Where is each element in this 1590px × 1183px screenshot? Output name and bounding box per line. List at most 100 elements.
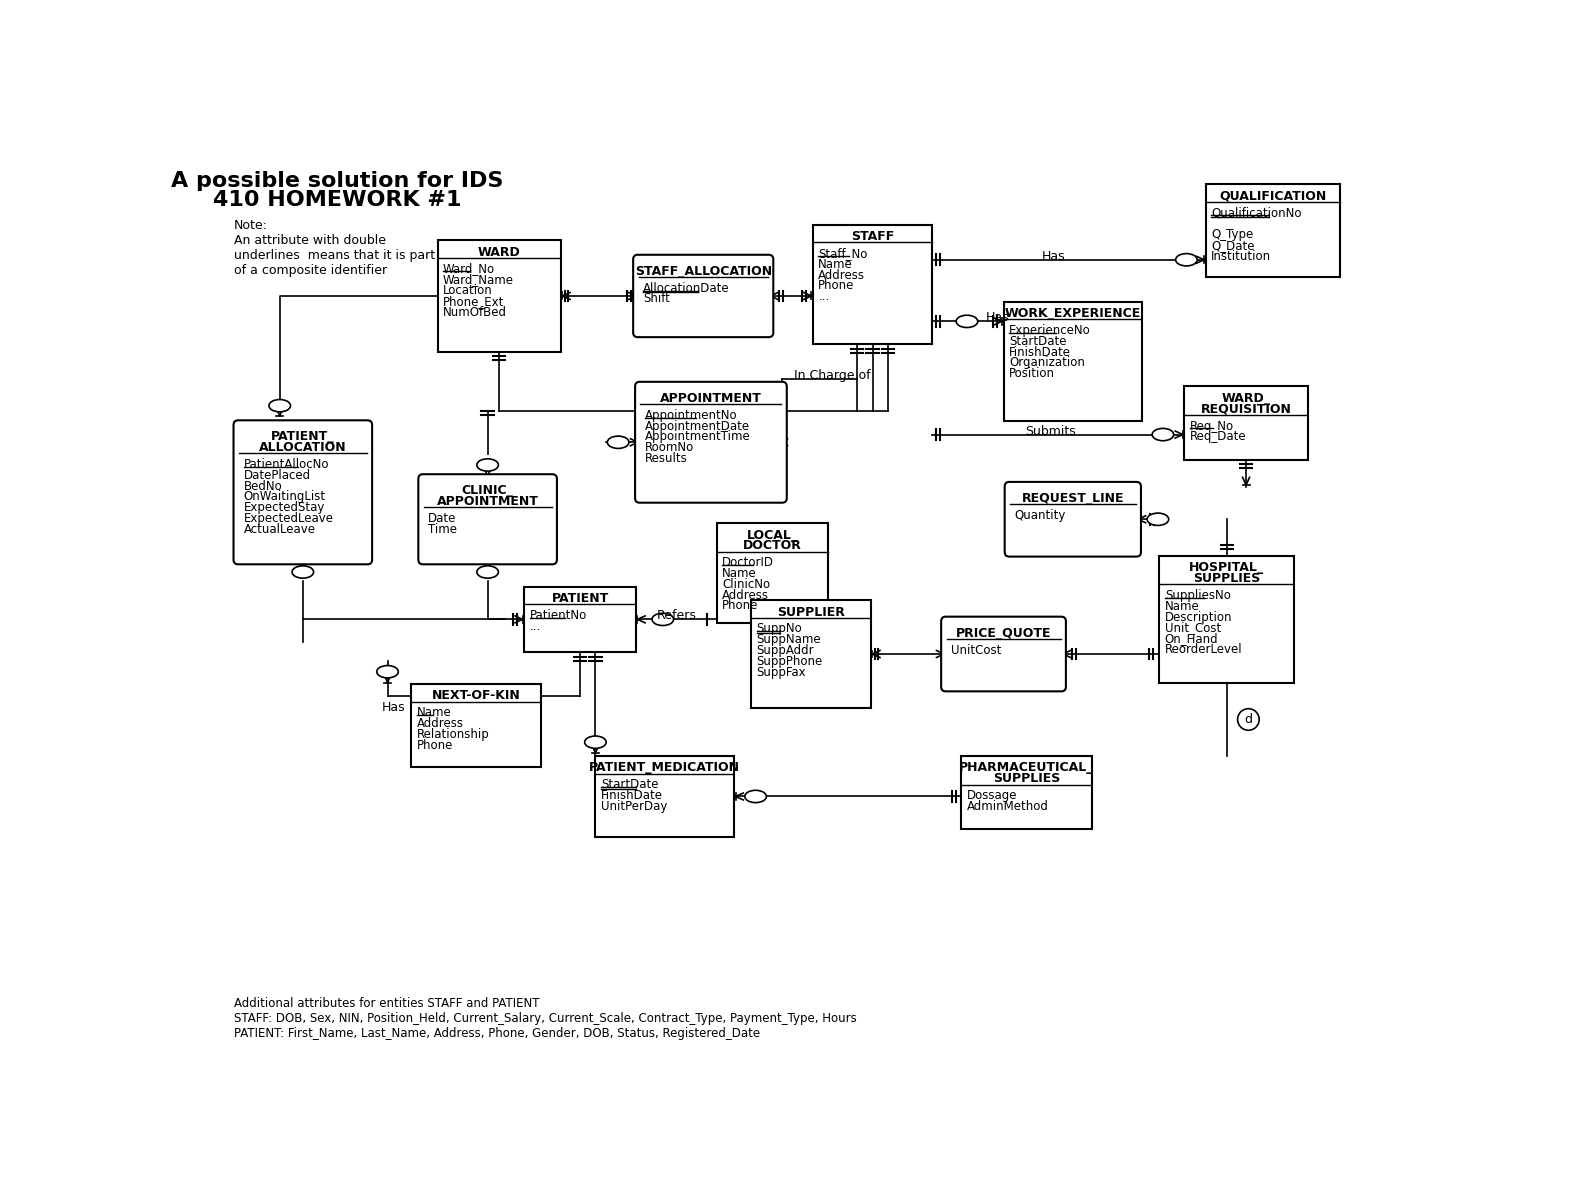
Text: ExpectedLeave: ExpectedLeave (243, 512, 334, 525)
Text: Address: Address (722, 589, 770, 602)
FancyBboxPatch shape (634, 382, 787, 503)
Text: StartDate: StartDate (1010, 335, 1067, 348)
Text: PHARMACEUTICAL_: PHARMACEUTICAL_ (959, 762, 1094, 775)
Text: BedNo: BedNo (243, 479, 283, 492)
Text: Address: Address (417, 717, 464, 730)
Text: Address: Address (819, 269, 865, 282)
Text: Additional attributes for entities STAFF and PATIENT
STAFF: DOB, Sex, NIN, Posit: Additional attributes for entities STAFF… (234, 996, 857, 1040)
Text: ...: ... (529, 620, 541, 633)
Text: SuppFax: SuppFax (757, 666, 806, 679)
Text: Ward_No: Ward_No (444, 263, 494, 276)
Text: SUPPLIES: SUPPLIES (1192, 573, 1261, 586)
Text: Staff_No: Staff_No (819, 247, 868, 260)
Bar (1185, 387, 1307, 459)
Text: ReorderLevel: ReorderLevel (1165, 642, 1242, 655)
Text: REQUEST_LINE: REQUEST_LINE (1021, 492, 1124, 505)
Ellipse shape (269, 400, 291, 412)
Text: Note:
An attribute with double
underlines  means that it is part
of a composite : Note: An attribute with double underline… (234, 219, 434, 277)
Text: AppointmentNo: AppointmentNo (646, 409, 738, 422)
Text: PatientAllocNo: PatientAllocNo (243, 458, 329, 471)
Text: Name: Name (1165, 600, 1199, 613)
Bar (1159, 556, 1294, 683)
Text: REQUISITION: REQUISITION (1200, 402, 1291, 415)
Text: APPOINTMENT: APPOINTMENT (660, 392, 762, 405)
Text: StartDate: StartDate (601, 778, 658, 791)
Text: In Charge of: In Charge of (793, 369, 870, 382)
Text: PATIENT_: PATIENT_ (270, 431, 334, 444)
Ellipse shape (1153, 428, 1173, 441)
Text: APPOINTMENT: APPOINTMENT (437, 494, 539, 508)
Text: ClinicNo: ClinicNo (722, 577, 770, 590)
Text: DatePlaced: DatePlaced (243, 468, 310, 481)
Bar (717, 523, 828, 623)
Text: FinishDate: FinishDate (601, 789, 663, 802)
Text: Institution: Institution (1212, 250, 1270, 263)
Ellipse shape (377, 666, 399, 678)
Text: Phone: Phone (722, 600, 758, 613)
Ellipse shape (1175, 253, 1197, 266)
Text: WORK_EXPERIENCE: WORK_EXPERIENCE (1005, 308, 1142, 321)
Text: OnWaitingList: OnWaitingList (243, 491, 326, 504)
Text: CLINIC_: CLINIC_ (461, 484, 514, 497)
Text: Phone: Phone (417, 738, 453, 751)
FancyBboxPatch shape (941, 616, 1065, 691)
Bar (595, 756, 735, 836)
Text: SuppPhone: SuppPhone (757, 654, 824, 667)
Text: RoomNo: RoomNo (646, 441, 695, 454)
Text: DoctorID: DoctorID (722, 556, 774, 569)
Text: DOCTOR: DOCTOR (743, 539, 801, 552)
Text: Dossage: Dossage (967, 789, 1018, 802)
Bar (1205, 185, 1340, 277)
Ellipse shape (652, 613, 674, 626)
Text: WARD_: WARD_ (1221, 392, 1270, 405)
Text: NumOfBed: NumOfBed (444, 305, 507, 318)
Bar (1003, 302, 1142, 421)
Ellipse shape (477, 565, 498, 578)
Ellipse shape (585, 736, 606, 749)
Text: ALLOCATION: ALLOCATION (259, 441, 347, 454)
Text: Submits: Submits (1026, 425, 1076, 438)
Text: AdminMethod: AdminMethod (967, 800, 1048, 813)
Bar (812, 225, 932, 344)
Text: SuppName: SuppName (757, 633, 822, 646)
Text: AppointmentTime: AppointmentTime (646, 431, 750, 444)
Text: Position: Position (1010, 367, 1054, 380)
Text: STAFF: STAFF (851, 231, 894, 244)
Text: Q_Date: Q_Date (1212, 239, 1255, 252)
Text: PATIENT_MEDICATION: PATIENT_MEDICATION (590, 762, 741, 775)
Bar (437, 240, 561, 351)
FancyBboxPatch shape (633, 254, 773, 337)
Text: 410 HOMEWORK #1: 410 HOMEWORK #1 (213, 189, 461, 209)
Text: d: d (1245, 713, 1253, 726)
FancyBboxPatch shape (1005, 481, 1142, 557)
Text: Date: Date (428, 512, 456, 525)
Text: Name: Name (417, 706, 452, 719)
Text: Has: Has (382, 702, 405, 715)
Text: HOSPITAL_: HOSPITAL_ (1189, 561, 1264, 574)
Text: Time: Time (428, 523, 458, 536)
FancyBboxPatch shape (418, 474, 556, 564)
Text: STAFF_ALLOCATION: STAFF_ALLOCATION (634, 265, 771, 278)
Text: SuppliesNo: SuppliesNo (1165, 589, 1231, 602)
Text: Location: Location (444, 284, 493, 297)
Text: UnitCost: UnitCost (951, 644, 1002, 657)
Ellipse shape (1146, 513, 1169, 525)
Text: ExperienceNo: ExperienceNo (1010, 324, 1091, 337)
Bar (412, 684, 541, 768)
Text: PRICE_QUOTE: PRICE_QUOTE (956, 627, 1051, 640)
Text: ExpectedStay: ExpectedStay (243, 502, 324, 515)
Text: Organization: Organization (1010, 356, 1084, 369)
Text: ...: ... (819, 290, 830, 303)
Text: SuppAddr: SuppAddr (757, 644, 814, 657)
Text: Name: Name (722, 567, 757, 580)
Ellipse shape (293, 565, 313, 578)
Text: PATIENT: PATIENT (552, 592, 609, 605)
Text: Relationship: Relationship (417, 728, 490, 741)
Text: SuppNo: SuppNo (757, 622, 803, 635)
Text: Phone: Phone (819, 279, 855, 292)
Text: Req_No: Req_No (1189, 420, 1234, 433)
Ellipse shape (607, 437, 630, 448)
Text: Unit_Cost: Unit_Cost (1165, 621, 1221, 634)
Text: Name: Name (819, 258, 854, 271)
Text: QualificationNo: QualificationNo (1212, 207, 1302, 220)
